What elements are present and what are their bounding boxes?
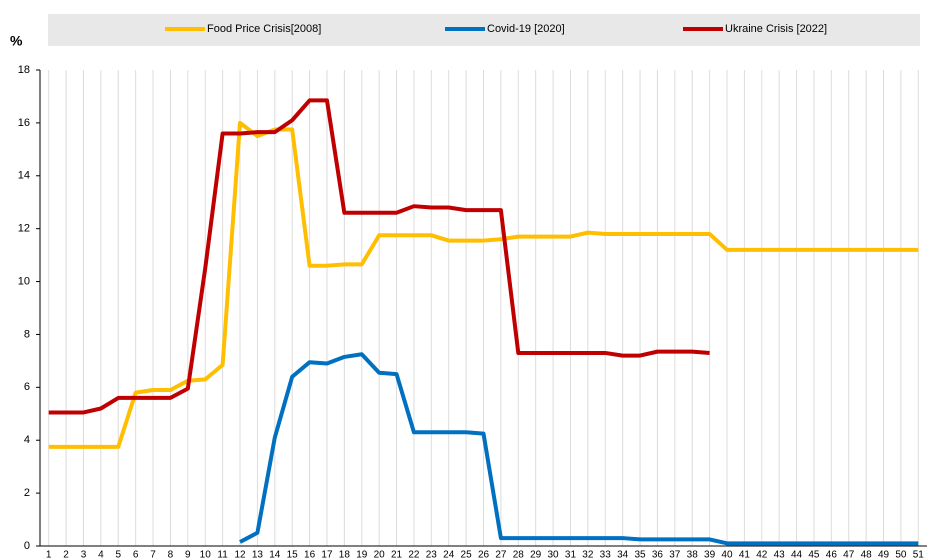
- y-tick-label: 0: [24, 540, 30, 552]
- y-tick-label: 16: [18, 117, 30, 129]
- y-tick-label: 4: [24, 434, 30, 446]
- y-tick-label: 18: [18, 64, 30, 76]
- x-tick-label: 21: [391, 550, 403, 560]
- legend-label: Covid-19 [2020]: [487, 23, 565, 35]
- x-tick-label: 28: [513, 550, 525, 560]
- y-axis-label: %: [10, 33, 23, 49]
- series-line: [48, 120, 919, 449]
- x-tick-label: 19: [356, 550, 368, 560]
- x-tick-label: 12: [234, 550, 246, 560]
- x-tick-label: 24: [443, 550, 455, 560]
- x-tick-label: 25: [461, 550, 473, 560]
- x-tick-label: 7: [150, 550, 156, 560]
- x-tick-label: 5: [115, 550, 121, 560]
- x-tick-label: 30: [548, 550, 560, 560]
- x-tick-label: 6: [133, 550, 139, 560]
- x-tick-label: 1: [46, 550, 52, 560]
- x-tick-label: 38: [687, 550, 699, 560]
- x-tick-label: 45: [808, 550, 820, 560]
- x-tick-label: 16: [304, 550, 316, 560]
- x-tick-label: 35: [634, 550, 646, 560]
- x-tick-label: 20: [374, 550, 386, 560]
- y-tick-label: 6: [24, 381, 30, 393]
- x-tick-label: 49: [878, 550, 890, 560]
- y-tick-label: 14: [18, 170, 30, 182]
- y-tick-label: 12: [18, 223, 30, 235]
- x-tick-label: 2: [63, 550, 69, 560]
- x-tick-label: 14: [269, 550, 281, 560]
- x-tick-label: 32: [582, 550, 594, 560]
- y-tick-label: 10: [18, 275, 30, 287]
- x-tick-label: 39: [704, 550, 716, 560]
- x-tick-label: 8: [168, 550, 174, 560]
- y-tick-label: 2: [24, 487, 30, 499]
- x-tick-label: 41: [739, 550, 751, 560]
- x-tick-label: 36: [652, 550, 664, 560]
- x-tick-label: 9: [185, 550, 191, 560]
- x-tick-label: 50: [895, 550, 907, 560]
- x-tick-label: 18: [339, 550, 351, 560]
- x-tick-label: 4: [98, 550, 104, 560]
- x-tick-label: 11: [217, 550, 228, 560]
- x-tick-label: 40: [721, 550, 733, 560]
- series-line: [239, 352, 919, 546]
- x-tick-label: 13: [252, 550, 264, 560]
- x-tick-label: 33: [600, 550, 612, 560]
- x-tick-label: 51: [913, 550, 925, 560]
- legend-label: Food Price Crisis[2008]: [207, 23, 321, 35]
- x-tick-label: 42: [756, 550, 768, 560]
- x-tick-label: 37: [669, 550, 681, 560]
- x-tick-label: 47: [843, 550, 855, 560]
- x-tick-label: 17: [321, 550, 333, 560]
- x-tick-label: 31: [565, 550, 577, 560]
- x-tick-label: 27: [495, 550, 507, 560]
- x-tick-label: 46: [826, 550, 838, 560]
- y-tick-label: 8: [24, 328, 30, 340]
- x-tick-label: 34: [617, 550, 629, 560]
- x-tick-label: 44: [791, 550, 803, 560]
- x-tick-label: 29: [530, 550, 542, 560]
- x-tick-label: 43: [774, 550, 786, 560]
- x-tick-label: 23: [426, 550, 438, 560]
- x-tick-label: 26: [478, 550, 490, 560]
- x-tick-label: 10: [200, 550, 212, 560]
- x-tick-label: 3: [81, 550, 87, 560]
- legend-label: Ukraine Crisis [2022]: [725, 23, 827, 35]
- x-tick-label: 22: [408, 550, 420, 560]
- x-tick-label: 48: [861, 550, 873, 560]
- x-tick-label: 15: [287, 550, 299, 560]
- series-line: [48, 98, 710, 415]
